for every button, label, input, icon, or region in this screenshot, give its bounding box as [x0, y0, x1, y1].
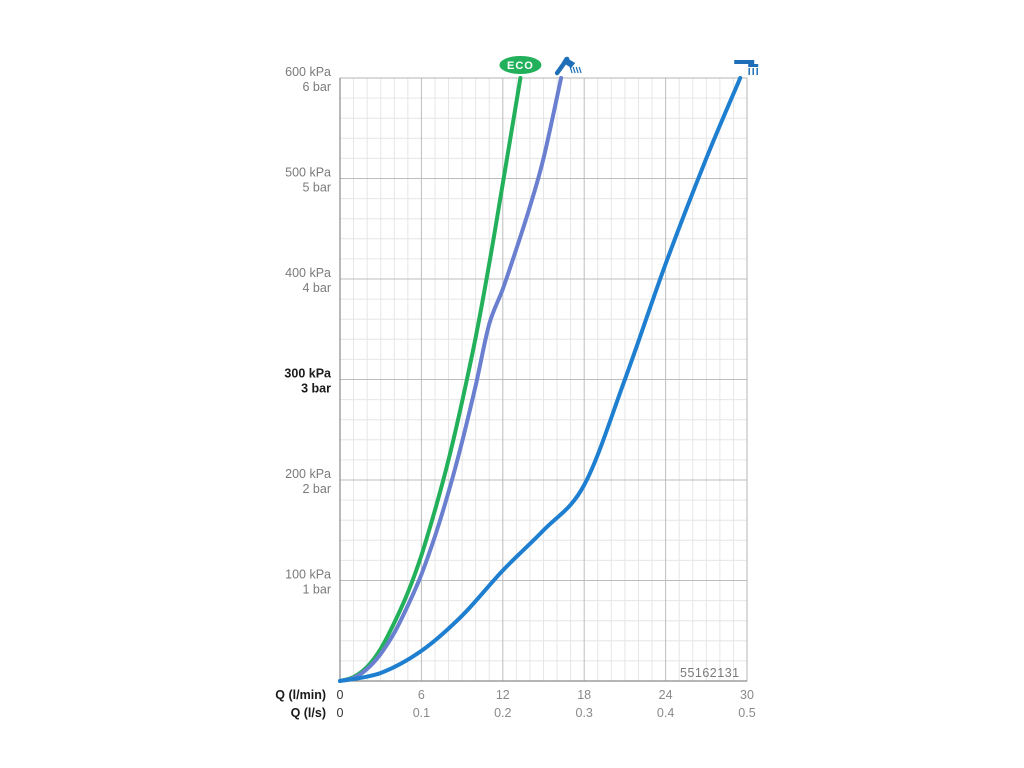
- x-tick-label: 0.5: [738, 706, 755, 720]
- y-tick-label-bar: 2 bar: [303, 482, 332, 496]
- eco-badge-oval: [499, 56, 542, 74]
- x-tick-label: 30: [740, 688, 754, 702]
- x-axis-names: Q (l/min) Q (l/s): [275, 688, 326, 720]
- hand-shower-spray: [569, 66, 573, 74]
- series-line-3: [338, 76, 743, 683]
- x-tick-labels: 0 6 12 18 24 30 0 0.1 0.2 0.3 0.4 0.5: [337, 688, 756, 720]
- overhead-shower-arm: [734, 60, 755, 64]
- plot-frame: [339, 77, 748, 682]
- y-tick-label-bar: 5 bar: [303, 181, 332, 195]
- eco-badge-text: ECO: [507, 60, 534, 72]
- hand-shower-head: [562, 57, 576, 68]
- x-tick-label: 24: [659, 688, 673, 702]
- eco-badge-icon: ECO: [499, 56, 542, 74]
- y-tick-label-kpa: 600 kPa: [285, 65, 331, 79]
- x-tick-label: 0.4: [657, 706, 674, 720]
- overhead-shower-icon: [734, 60, 759, 75]
- y-tick-label-bar: 1 bar: [303, 583, 332, 597]
- x-tick-label: 0: [337, 688, 344, 702]
- series-icons: ECO: [499, 56, 759, 76]
- hand-shower-icon: [554, 56, 582, 76]
- hand-shower-spray: [578, 66, 582, 74]
- y-tick-label-bar: 6 bar: [303, 80, 332, 94]
- hand-shower-spray: [575, 66, 579, 74]
- y-tick-label-kpa: 400 kPa: [285, 266, 331, 280]
- x-tick-label: 0.3: [576, 706, 593, 720]
- x-axis-label: Q (l/min): [275, 688, 326, 702]
- y-tick-label-kpa: 500 kPa: [285, 166, 331, 180]
- x-tick-label: 0: [337, 706, 344, 720]
- y-tick-label-bar: 3 bar: [301, 382, 331, 396]
- overhead-shower-head: [748, 64, 759, 67]
- x-tick-label: 6: [418, 688, 425, 702]
- x-tick-label: 0.2: [494, 706, 511, 720]
- major-grid: [340, 78, 747, 681]
- x-tick-label: 18: [577, 688, 591, 702]
- hand-shower-spray: [572, 66, 576, 74]
- x-axis-label: Q (l/s): [291, 706, 326, 720]
- series-lines: [338, 76, 743, 683]
- x-tick-label: 0.1: [413, 706, 430, 720]
- y-tick-label-kpa: 300 kPa: [284, 367, 332, 381]
- y-tick-label-kpa: 200 kPa: [285, 467, 331, 481]
- x-tick-label: 12: [496, 688, 510, 702]
- series-line-2: [338, 76, 564, 683]
- product-code-label: 55162131: [680, 666, 740, 680]
- y-tick-label-bar: 4 bar: [303, 281, 332, 295]
- y-tick-label-kpa: 100 kPa: [285, 568, 331, 582]
